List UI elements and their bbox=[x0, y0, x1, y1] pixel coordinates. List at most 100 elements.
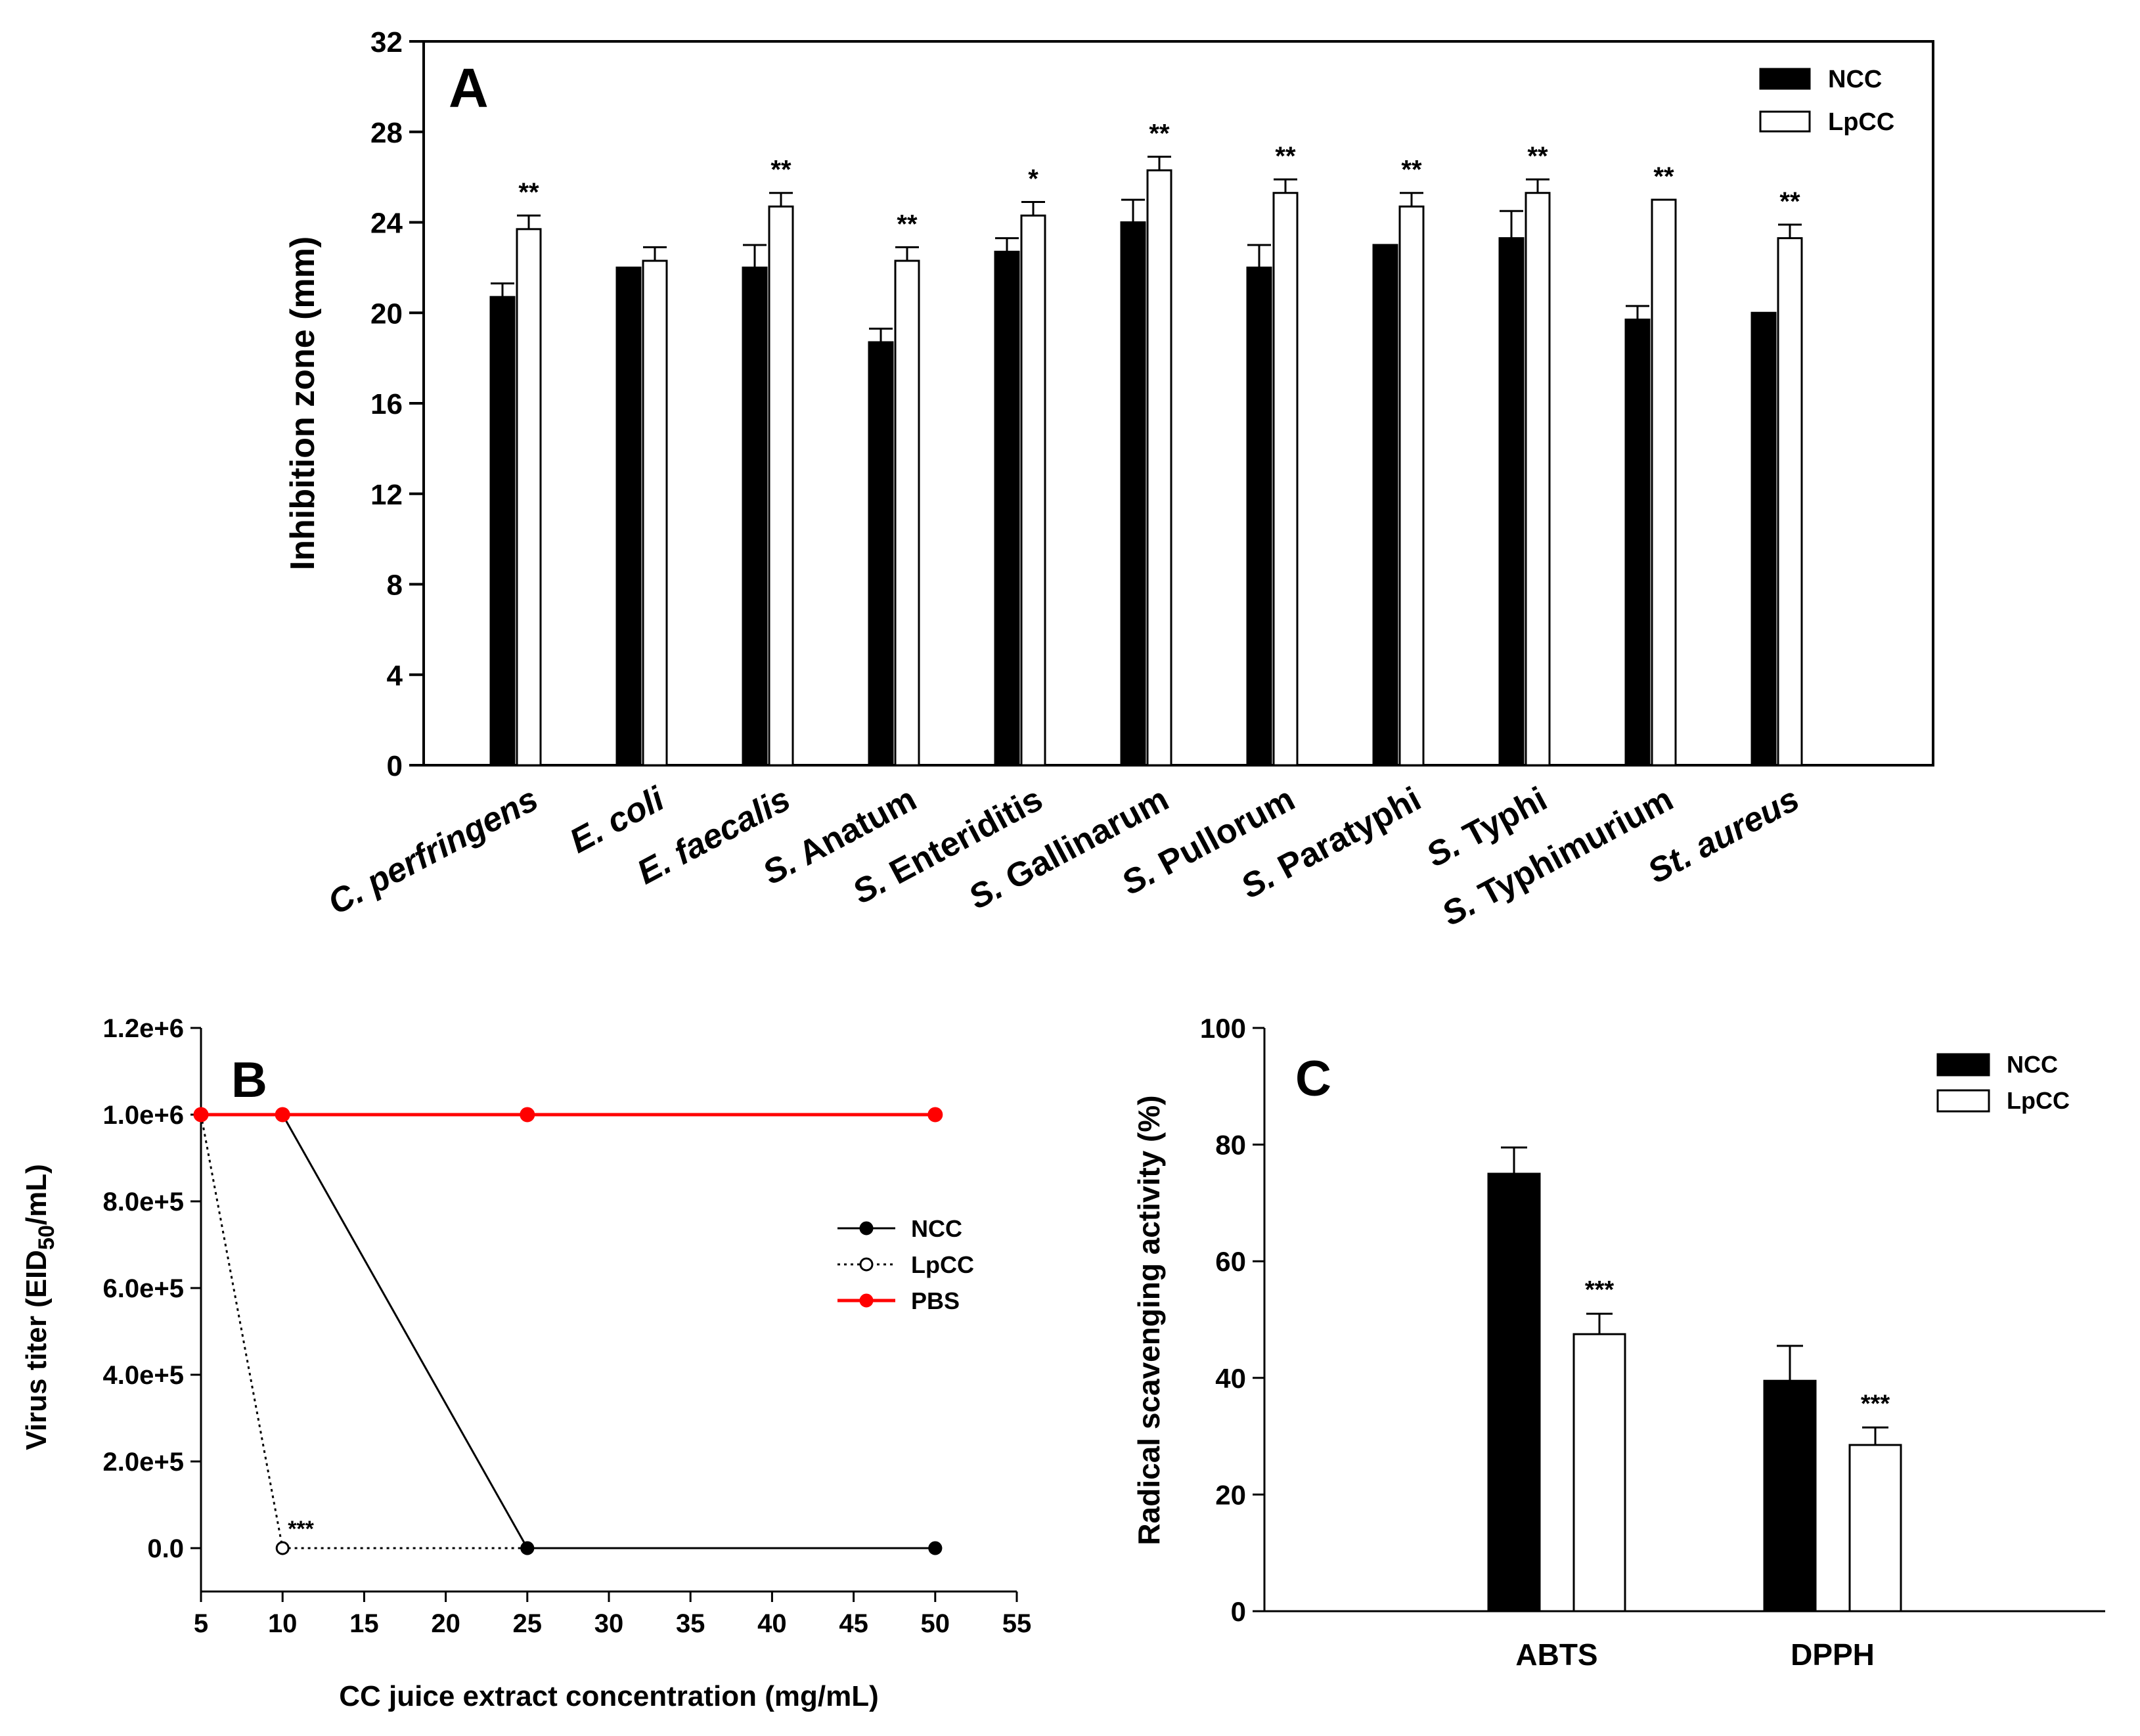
panel-b-y-label-main: Virus titer (EID bbox=[20, 1250, 53, 1450]
panel-b-label: B bbox=[231, 1052, 267, 1108]
x-tick-label: 50 bbox=[921, 1609, 950, 1638]
panel-a-y-ticks: 0 4 8 12 16 20 24 28 32 bbox=[370, 26, 424, 782]
panel-b-points bbox=[193, 1107, 943, 1555]
significance-abts: *** bbox=[1585, 1276, 1615, 1304]
x-tick-label-dpph: DPPH bbox=[1791, 1637, 1875, 1672]
point-lpcc-10 bbox=[275, 1541, 290, 1555]
legend-swatch-lpcc bbox=[1759, 110, 1811, 133]
bar-ncc-st-aureus bbox=[1750, 311, 1777, 767]
bar-lpcc-s-gallinarum bbox=[1146, 169, 1172, 767]
bar-ncc-s-anatum bbox=[868, 341, 894, 767]
bar-lpcc-st-aureus bbox=[1777, 237, 1803, 767]
bar-lpcc-dpph bbox=[1848, 1444, 1902, 1613]
y-tick-label: 0 bbox=[1231, 1596, 1246, 1627]
y-tick-label: 1.2e+6 bbox=[103, 1014, 184, 1043]
y-tick-label: 32 bbox=[370, 26, 403, 58]
significance-c-perfringens: ** bbox=[518, 178, 539, 207]
panel-b-y-label-sub: 50 bbox=[34, 1225, 59, 1250]
legend-label-lpcc: LpCC bbox=[2007, 1087, 2070, 1114]
panel-c-bars: *** *** bbox=[1487, 1146, 1902, 1613]
y-tick-label: 80 bbox=[1215, 1130, 1246, 1161]
bar-ncc-c-perfringens bbox=[489, 296, 516, 767]
legend-label-ncc: NCC bbox=[1828, 66, 1882, 93]
panel-a: A Inhibition zone (mm) 0 4 8 12 16 20 24 28 32 *… bbox=[284, 26, 1934, 933]
bar-ncc-dpph bbox=[1763, 1379, 1817, 1613]
bar-lpcc-s-anatum bbox=[894, 259, 920, 767]
bar-lpcc-s-enteriditis bbox=[1020, 214, 1046, 767]
significance-s-paratyphi: ** bbox=[1401, 156, 1422, 185]
panel-b-y-ticks: 0.0 2.0e+5 4.0e+5 6.0e+5 8.0e+5 1.0e+6 1.2e+6 bbox=[103, 1014, 201, 1563]
y-tick-label: 1.0e+6 bbox=[103, 1101, 184, 1130]
panel-b-x-axis-label: CC juice extract concentration (mg/mL) bbox=[339, 1680, 878, 1712]
x-tick-label: 5 bbox=[194, 1609, 208, 1638]
bar-ncc-s-gallinarum bbox=[1120, 221, 1146, 767]
y-tick-label: 60 bbox=[1215, 1246, 1246, 1277]
bar-ncc-e-faecalis bbox=[742, 266, 768, 767]
panel-b-x-ticks: 5 10 15 20 25 30 35 40 45 50 55 bbox=[194, 1591, 1031, 1638]
panel-b: B Virus titer (EID50/mL) CC juice extrac… bbox=[20, 1014, 1031, 1712]
panel-c-label: C bbox=[1295, 1051, 1331, 1107]
y-tick-label: 24 bbox=[370, 208, 403, 240]
legend-swatch-lpcc bbox=[1936, 1089, 1990, 1113]
bar-lpcc-s-typhimurium bbox=[1651, 198, 1677, 767]
bar-lpcc-abts bbox=[1572, 1333, 1626, 1613]
panel-b-y-axis-label: Virus titer (EID50/mL) bbox=[20, 1164, 59, 1450]
y-tick-label: 8.0e+5 bbox=[103, 1188, 184, 1216]
y-tick-label: 20 bbox=[370, 298, 403, 330]
significance-s-typhimurium: ** bbox=[1653, 162, 1674, 191]
panel-c: C Radical scavenging activity (%) 0 20 40 6… bbox=[1132, 1013, 2105, 1672]
x-tick-label-abts: ABTS bbox=[1515, 1637, 1597, 1672]
legend-label-ncc: NCC bbox=[911, 1215, 962, 1242]
legend-label-lpcc: LpCC bbox=[1828, 108, 1894, 136]
x-tick-label: 45 bbox=[839, 1609, 868, 1638]
bar-lpcc-c-perfringens bbox=[516, 228, 542, 767]
point-pbs-25 bbox=[520, 1107, 535, 1123]
y-tick-label: 8 bbox=[387, 569, 403, 602]
y-tick-label: 6.0e+5 bbox=[103, 1274, 184, 1303]
bar-ncc-s-enteriditis bbox=[994, 250, 1020, 767]
panel-b-annotation: *** bbox=[288, 1517, 314, 1542]
point-ncc-25 bbox=[520, 1541, 535, 1555]
significance-s-gallinarum: ** bbox=[1149, 120, 1170, 148]
x-tick-label: 10 bbox=[268, 1609, 298, 1638]
legend-marker-pbs bbox=[859, 1293, 874, 1308]
panel-b-lines bbox=[200, 1113, 935, 1549]
y-tick-label: 16 bbox=[370, 388, 403, 420]
significance-s-anatum: ** bbox=[897, 210, 918, 238]
legend-label-pbs: PBS bbox=[911, 1287, 960, 1314]
y-tick-label: 100 bbox=[1200, 1013, 1246, 1044]
y-tick-label: 0.0 bbox=[147, 1534, 184, 1563]
bar-lpcc-s-typhi bbox=[1525, 192, 1551, 767]
legend-swatch-ncc bbox=[1936, 1053, 1990, 1077]
significance-s-pullorum: ** bbox=[1275, 142, 1296, 171]
panel-b-y-label-end: /mL) bbox=[20, 1164, 53, 1225]
x-tick-label: 25 bbox=[513, 1609, 543, 1638]
legend-swatch-ncc bbox=[1759, 68, 1811, 90]
panel-a-label: A bbox=[449, 57, 489, 119]
bar-ncc-s-pullorum bbox=[1246, 266, 1272, 767]
point-pbs-5 bbox=[193, 1107, 209, 1123]
legend-label-ncc: NCC bbox=[2007, 1051, 2058, 1078]
bar-ncc-s-typhimurium bbox=[1624, 319, 1651, 767]
panel-c-legend: NCC LpCC bbox=[1936, 1051, 2070, 1114]
x-tick-label: 20 bbox=[431, 1609, 460, 1638]
x-tick-label: 55 bbox=[1002, 1609, 1032, 1638]
y-tick-label: 28 bbox=[370, 117, 403, 149]
panel-c-y-ticks: 0 20 40 60 80 100 bbox=[1200, 1013, 1264, 1627]
panel-a-bars: *********** ** ****** bbox=[489, 120, 1803, 767]
point-pbs-10 bbox=[275, 1107, 290, 1123]
y-tick-label: 20 bbox=[1215, 1479, 1246, 1510]
significance-s-enteriditis: * bbox=[1028, 165, 1038, 194]
y-tick-label: 40 bbox=[1215, 1363, 1246, 1394]
panel-c-x-labels: ABTS DPPH bbox=[1515, 1637, 1875, 1672]
panel-b-legend: NCC LpCC PBS bbox=[837, 1215, 974, 1314]
significance-e-faecalis: ** bbox=[770, 156, 791, 185]
bar-ncc-e-coli bbox=[615, 266, 642, 767]
y-tick-label: 0 bbox=[387, 750, 403, 782]
x-tick-label: 30 bbox=[594, 1609, 624, 1638]
x-tick-label: 35 bbox=[676, 1609, 705, 1638]
legend-marker-ncc bbox=[859, 1221, 874, 1235]
point-ncc-50 bbox=[928, 1541, 943, 1555]
bar-ncc-s-typhi bbox=[1498, 237, 1525, 767]
